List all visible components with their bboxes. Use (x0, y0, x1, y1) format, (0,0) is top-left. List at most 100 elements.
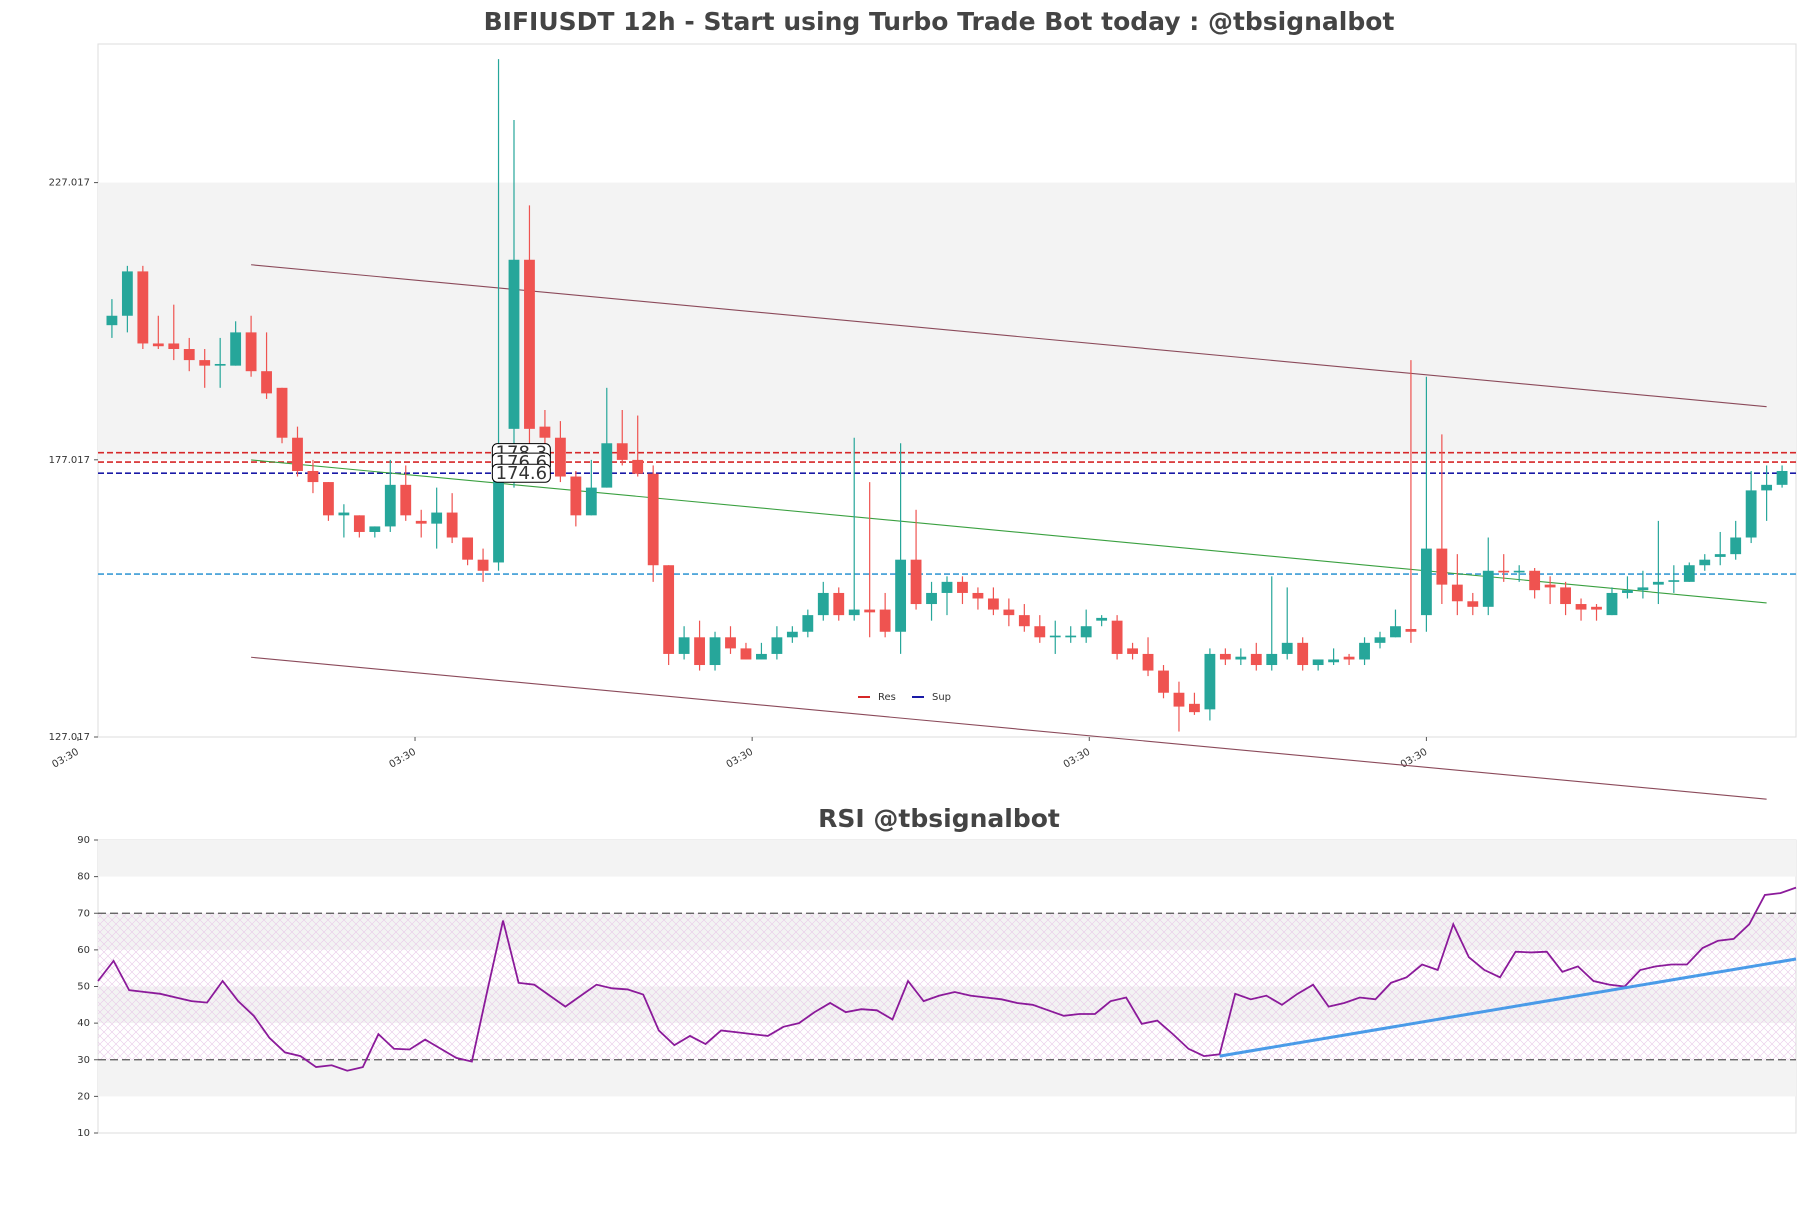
candle-body (121, 271, 133, 316)
y-tick-label: 30 (77, 1055, 90, 1066)
hatch-band (98, 913, 1796, 1060)
candle-body (1761, 484, 1773, 491)
candle-body (1266, 653, 1278, 666)
candle-body (214, 363, 226, 366)
level-label: 174.6 (496, 463, 548, 484)
candle-body (1096, 617, 1108, 621)
candle-body (756, 653, 767, 660)
candle-body (1513, 570, 1525, 573)
candle-body (1250, 653, 1262, 666)
y-tick-label: 177.017 (49, 455, 90, 466)
candle-body (1575, 604, 1587, 610)
candle-body (1714, 554, 1726, 557)
band (98, 182, 1796, 460)
candle-body (199, 360, 211, 366)
candle-body (895, 559, 907, 632)
candle-body (1776, 470, 1788, 485)
candle-body (585, 487, 597, 516)
candle-body (230, 332, 242, 366)
candle-body (152, 343, 164, 347)
candle-body (1467, 601, 1479, 607)
candle-body (1080, 626, 1092, 638)
candle-body (292, 437, 303, 471)
candle-body (1003, 609, 1015, 616)
candle-body (1359, 642, 1370, 660)
level-label-box (491, 463, 551, 483)
candle-body (1683, 565, 1695, 582)
band (98, 1059, 1796, 1097)
candle-body (1420, 548, 1432, 616)
candle-body (1127, 648, 1138, 654)
candle-body (987, 598, 999, 610)
candle-body (926, 592, 937, 605)
x-tick-label: 03:30 (50, 747, 80, 771)
candle-body (384, 484, 396, 527)
candle-body (1622, 590, 1633, 593)
candle-body (524, 259, 535, 429)
x-tick-label: 03:30 (1062, 747, 1092, 771)
candle-body (137, 271, 149, 344)
candle-body (1730, 537, 1742, 555)
candle-body (462, 537, 474, 560)
y-tick-label: 90 (77, 835, 90, 846)
candle-body (786, 631, 798, 638)
candle-body (771, 637, 783, 654)
trend-line (251, 656, 1767, 800)
candle-body (570, 476, 582, 516)
candle-body (1637, 587, 1649, 591)
candle-body (183, 349, 195, 361)
candle-body (910, 559, 922, 605)
candle-body (1328, 659, 1340, 663)
candle-body (1142, 653, 1154, 671)
y-tick-label: 50 (77, 982, 90, 993)
candle-body (1544, 584, 1556, 588)
y-tick-label: 70 (77, 908, 90, 919)
candle-body (1374, 637, 1386, 643)
candle-body (833, 592, 845, 616)
candle-body (276, 387, 288, 438)
candle-body (1652, 581, 1664, 585)
candle-body (1049, 635, 1061, 638)
candle-body (632, 459, 644, 474)
candle-body (616, 443, 628, 460)
candle-body (678, 637, 690, 654)
candle-body (740, 648, 752, 660)
candle-body (1034, 626, 1046, 638)
candle-body (941, 581, 953, 593)
candle-body (415, 520, 427, 524)
x-tick-label: 03:30 (725, 747, 755, 771)
y-tick-label: 127.017 (49, 732, 90, 743)
candle-body (106, 315, 118, 326)
candle-body (802, 615, 814, 632)
y-tick-label: 20 (77, 1091, 90, 1102)
candle-body (1297, 642, 1309, 666)
candle-body (725, 637, 736, 649)
candle-body (972, 592, 984, 599)
candle-body (1668, 580, 1680, 582)
trend-line (251, 264, 1767, 408)
candle-body (1111, 620, 1123, 654)
candle-body (477, 559, 489, 571)
candle-body (1235, 656, 1247, 660)
candle-body (817, 592, 829, 616)
candle-body (864, 609, 876, 613)
y-tick-label: 227.017 (49, 178, 90, 189)
candle-body (1219, 653, 1231, 660)
candle-body (1281, 642, 1293, 654)
candle-body (1699, 559, 1711, 566)
candle-body (1591, 606, 1602, 610)
candle-body (848, 609, 860, 616)
candle-body (168, 343, 180, 350)
y-tick-label: 80 (77, 872, 90, 883)
chart-title: BIFIUSDT 12h - Start using Turbo Trade B… (484, 7, 1395, 36)
candle-body (245, 332, 257, 372)
candle-body (323, 482, 334, 516)
candle-body (1158, 670, 1169, 693)
candle-body (1529, 570, 1541, 591)
candle-body (1405, 628, 1417, 632)
candle-body (957, 581, 968, 593)
candle-body (709, 637, 721, 666)
candle-body (1451, 584, 1463, 602)
candle-body (353, 515, 365, 532)
y-tick-label: 10 (77, 1128, 90, 1139)
